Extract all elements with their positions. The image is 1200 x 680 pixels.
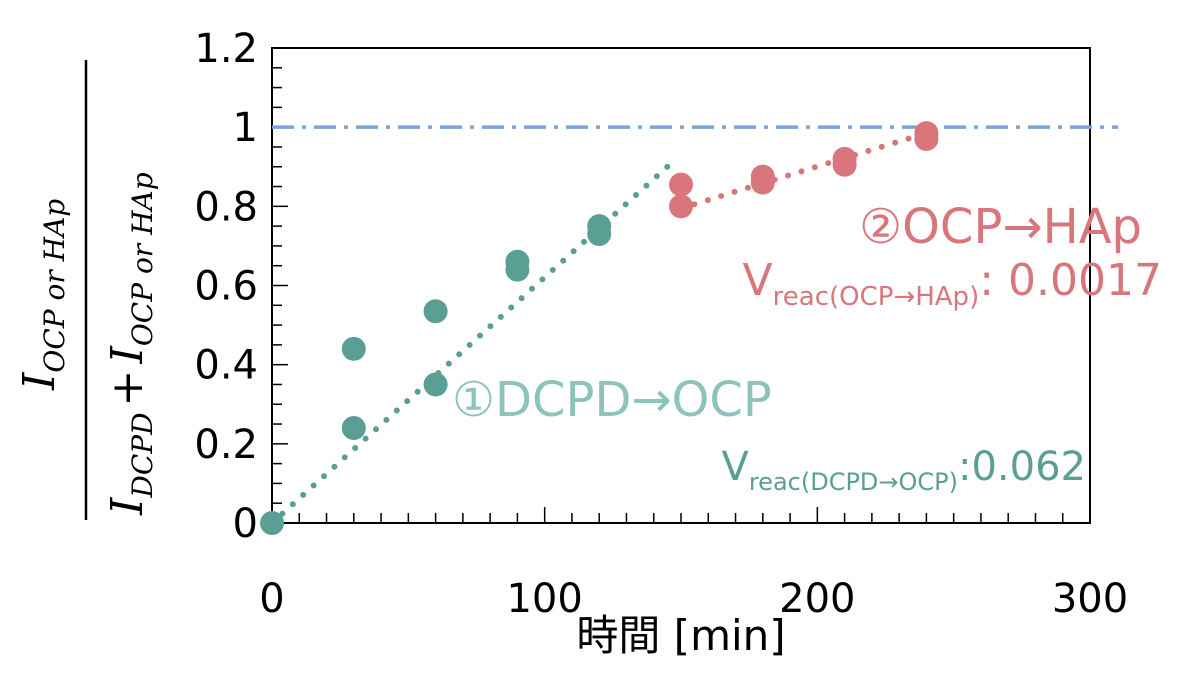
y-tick-label: 0 bbox=[233, 501, 258, 547]
y-tick-labels: 0 0.2 0.4 0.6 0.8 1 1.2 bbox=[194, 26, 258, 547]
data-point bbox=[423, 372, 448, 397]
ylabel-plus: + bbox=[102, 370, 153, 407]
data-points bbox=[260, 121, 939, 535]
ylabel-denominator-b: I bbox=[102, 345, 153, 365]
data-point bbox=[587, 222, 612, 247]
annotation-vreac-ocp-hap-sub: reac(OCP→HAp) bbox=[773, 282, 980, 312]
data-point bbox=[669, 172, 693, 197]
annotation-vreac-dcpd-ocp-sub: reac(DCPD→OCP) bbox=[749, 468, 958, 496]
x-tick-label: 0 bbox=[259, 576, 284, 622]
annotation-vreac-dcpd-ocp-prefix: V bbox=[721, 444, 749, 490]
trendline-1 bbox=[269, 163, 671, 526]
data-point bbox=[423, 299, 448, 324]
x-tick-labels: 0 100 200 300 bbox=[259, 576, 1128, 622]
ylabel-numerator: I bbox=[14, 371, 65, 391]
svg-text:IOCP or HAp: IOCP or HAp bbox=[14, 199, 71, 391]
data-point bbox=[260, 511, 284, 535]
x-tick-label: 300 bbox=[1052, 576, 1128, 622]
svg-text:IDCPD+IOCP or HAp: IDCPD+IOCP or HAp bbox=[102, 172, 159, 516]
y-tick-label: 0.2 bbox=[194, 422, 258, 468]
data-point bbox=[669, 194, 693, 219]
data-point bbox=[505, 257, 530, 282]
x-tick-label: 100 bbox=[506, 576, 582, 622]
trendline-2 bbox=[678, 130, 930, 212]
y-axis-label: IOCP or HAp IDCPD+IOCP or HAp bbox=[14, 60, 159, 520]
data-point bbox=[341, 416, 366, 440]
y-minor-ticks bbox=[272, 67, 288, 504]
annotation-vreac-ocp-hap-value: : 0.0017 bbox=[979, 255, 1162, 306]
annotation-ocp-hap: ②OCP→HAp bbox=[859, 199, 1142, 255]
annotation-vreac-ocp-hap-prefix: V bbox=[743, 255, 773, 306]
trendlines bbox=[269, 130, 930, 526]
x-tick-label: 200 bbox=[779, 576, 855, 622]
ylabel-denominator-a-sub: DCPD bbox=[126, 412, 159, 498]
data-point bbox=[750, 170, 775, 195]
ylabel-numerator-sub: OCP or HAp bbox=[38, 199, 71, 373]
y-tick-label: 0.6 bbox=[194, 264, 258, 310]
y-tick-label: 0.4 bbox=[194, 343, 258, 389]
y-tick-label: 0.8 bbox=[194, 184, 258, 230]
x-axis-label: 時間 [min] bbox=[576, 611, 785, 660]
annotation-vreac-ocp-hap: Vreac(OCP→HAp): 0.0017 bbox=[743, 255, 1162, 312]
annotation-vreac-dcpd-ocp-value: :0.062 bbox=[958, 444, 1086, 490]
data-point bbox=[341, 336, 366, 361]
ylabel-denominator-a: I bbox=[102, 496, 153, 516]
annotation-dcpd-ocp: ①DCPD→OCP bbox=[452, 372, 772, 428]
y-tick-label: 1 bbox=[233, 105, 258, 151]
data-point bbox=[914, 127, 939, 152]
x-minor-ticks bbox=[298, 507, 1064, 523]
annotation-vreac-dcpd-ocp: Vreac(DCPD→OCP):0.062 bbox=[721, 444, 1086, 496]
ylabel-denominator-b-sub: OCP or HAp bbox=[126, 172, 159, 346]
data-point bbox=[832, 152, 857, 177]
y-tick-label: 1.2 bbox=[194, 26, 258, 72]
